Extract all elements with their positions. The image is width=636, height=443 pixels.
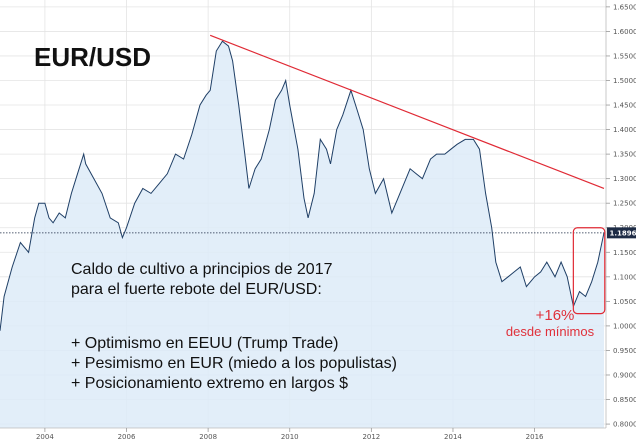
price-area-fill: [0, 41, 604, 428]
x-tick-label: 2004: [36, 433, 54, 441]
y-tick-label: 1.4000: [613, 126, 636, 134]
y-axis: 1.6500 1.6000 1.5500 1.5000 1.4500 1.4000 1.35…: [605, 0, 636, 429]
x-tick-label: 2008: [199, 433, 217, 441]
x-tick-label: 2014: [444, 433, 462, 441]
y-tick-label: 1.5500: [613, 52, 636, 60]
y-tick-label: 0.9500: [613, 347, 636, 355]
commentary-text: Caldo de cultivo a principios de 2017 par…: [71, 261, 397, 392]
y-tick-label: 1.0500: [613, 298, 636, 306]
current-price-badge-bg: [607, 227, 636, 239]
y-tick-label: 1.1000: [613, 273, 636, 281]
commentary-line: Caldo de cultivo a principios de 2017: [71, 261, 333, 278]
downtrend-line: [209, 34, 605, 190]
gain-caption: desde mínimos: [506, 324, 595, 339]
y-tick-label: 1.6500: [613, 3, 636, 11]
y-tick-label: 1.4500: [613, 102, 636, 110]
recent-rebound-highlight-box: [572, 227, 606, 315]
commentary-line: para el fuerte rebote del EUR/USD:: [71, 281, 322, 298]
gain-percent: +16%: [536, 307, 575, 324]
price-line: [0, 40, 605, 331]
current-price-label: 1.1896: [610, 229, 636, 237]
y-tick-label: 1.1500: [613, 249, 636, 257]
x-tick-label: 2010: [281, 433, 299, 441]
y-tick-label: 0.9000: [613, 371, 636, 379]
y-tick-label: 1.5000: [613, 77, 636, 85]
commentary-line: + Pesimismo en EUR (miedo a los populist…: [71, 355, 397, 372]
y-tick-label: 0.8500: [613, 396, 636, 404]
y-tick-label: 1.3000: [613, 175, 636, 183]
chart-title: EUR/USD: [34, 42, 151, 72]
y-tick-label: 0.8000: [613, 421, 636, 429]
commentary-line: + Optimismo en EEUU (Trump Trade): [71, 335, 338, 352]
y-tick-label: 1.2500: [613, 200, 636, 208]
x-tick-label: 2016: [526, 433, 544, 441]
y-tick-label: 1.6000: [613, 28, 636, 36]
x-axis: 2004 2006 2008 2010 2012 2014 2016: [0, 427, 606, 441]
commentary-line: + Posicionamiento extremo en largos $: [71, 375, 348, 392]
x-tick-label: 2012: [362, 433, 380, 441]
current-price-badge: 1.1896: [607, 227, 636, 239]
y-tick-label: 1.3500: [613, 151, 636, 159]
x-tick-label: 2006: [118, 433, 136, 441]
y-tick-label: 1.0000: [613, 322, 636, 330]
